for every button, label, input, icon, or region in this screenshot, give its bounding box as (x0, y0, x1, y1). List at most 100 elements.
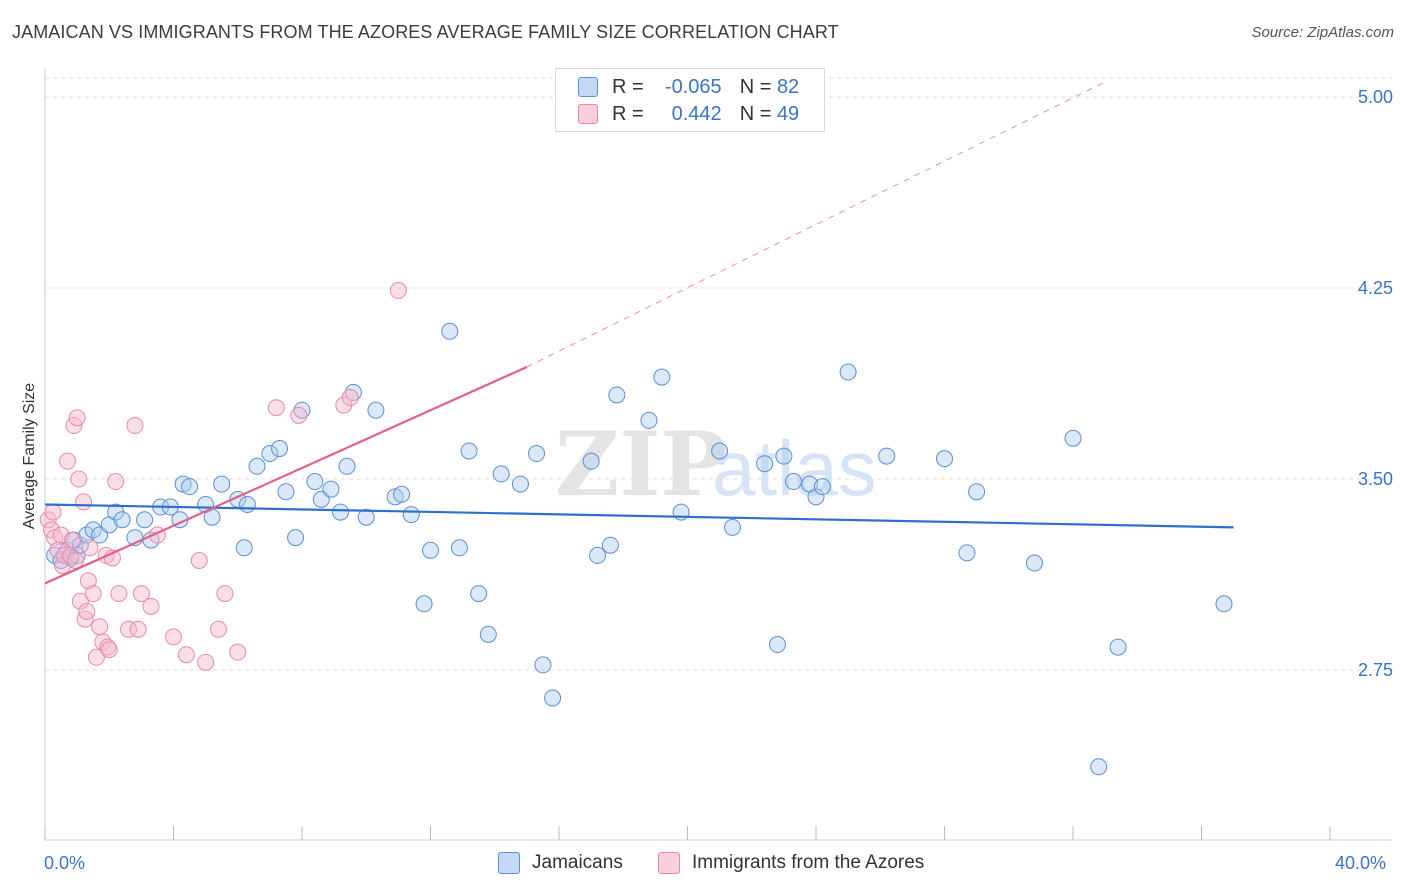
data-point (229, 643, 247, 661)
data-point (470, 585, 488, 603)
data-point (711, 442, 729, 460)
data-point (839, 363, 857, 381)
data-point (1090, 758, 1108, 776)
legend-r-value: -0.065 (664, 75, 722, 98)
data-point (807, 488, 825, 506)
data-point (357, 508, 375, 526)
data-point (332, 503, 350, 521)
data-point (261, 445, 279, 463)
data-point (441, 322, 459, 340)
legend-n-value: 82 (776, 75, 800, 98)
data-point (71, 592, 89, 610)
trend-lines (44, 81, 1234, 585)
correlation-legend: R = -0.065 N = 82 R = 0.442 N = 49 (555, 68, 825, 132)
data-point (393, 485, 411, 503)
legend-row-jamaicans: R = -0.065 N = 82 (578, 74, 799, 100)
data-point (129, 620, 147, 638)
legend-swatch-pink (658, 852, 680, 874)
data-point (181, 478, 199, 496)
legend-item-label: Immigrants from the Azores (692, 852, 925, 873)
data-point (100, 641, 118, 659)
source-label: Source: ZipAtlas.com (1251, 24, 1394, 41)
grid-lines (45, 77, 1392, 671)
data-point (653, 368, 671, 386)
y-tick-label: 5.00 (1358, 87, 1393, 107)
data-point (79, 572, 97, 590)
legend-n-label: N = (739, 75, 777, 98)
data-point (402, 506, 420, 524)
data-point (640, 411, 658, 429)
legend-n-value: 49 (776, 102, 800, 125)
data-point (62, 546, 80, 564)
data-point (216, 585, 234, 603)
data-point (99, 638, 117, 656)
data-point (84, 585, 102, 603)
data-point (142, 597, 160, 615)
legend-row-azores: R = 0.442 N = 49 (578, 101, 799, 127)
data-point (341, 389, 359, 407)
data-point (165, 628, 182, 646)
y-tick-labels: 2.75 3.50 4.25 5.00 (1358, 87, 1393, 680)
data-point (1064, 429, 1082, 447)
data-point (63, 531, 81, 549)
data-point (756, 455, 774, 473)
data-point (271, 439, 289, 457)
data-point (582, 452, 600, 470)
x-tick-max: 40.0% (1335, 853, 1387, 873)
data-point (878, 447, 896, 465)
data-point (91, 618, 109, 636)
data-point (110, 585, 128, 603)
data-point (132, 585, 150, 603)
y-axis-label: Average Family Size (21, 383, 38, 530)
data-point (1025, 554, 1043, 572)
series-azores (39, 282, 407, 671)
data-point (177, 646, 195, 664)
data-point (479, 625, 497, 643)
data-point (75, 493, 93, 511)
legend-item-jamaicans: Jamaicans (498, 852, 623, 874)
legend-item-azores: Immigrants from the Azores (658, 852, 924, 874)
data-point (544, 689, 562, 707)
data-point (322, 480, 340, 498)
legend-swatch-blue (498, 852, 520, 874)
data-point (70, 470, 88, 488)
data-point (1109, 638, 1127, 656)
data-point (813, 478, 831, 496)
data-point (344, 383, 362, 401)
data-point (81, 539, 99, 557)
legend-item-label: Jamaicans (532, 852, 623, 873)
legend-r-label: R = (612, 102, 644, 125)
legend-n-label: N = (739, 102, 777, 125)
trend-line-jamaicans (44, 503, 1234, 529)
watermark-zip: ZIP (555, 412, 727, 516)
watermark-atlas: atlas (712, 424, 877, 512)
data-point (293, 401, 311, 419)
data-point (68, 409, 86, 427)
data-point (52, 526, 70, 544)
data-point (213, 475, 231, 493)
data-point (338, 457, 356, 475)
data-point (267, 399, 285, 417)
data-point (450, 539, 468, 557)
y-tick-label: 3.50 (1358, 469, 1393, 489)
axes (44, 68, 1392, 841)
data-point (55, 546, 73, 564)
data-point (277, 483, 295, 501)
data-point (534, 656, 552, 674)
data-point (136, 511, 154, 529)
data-point (248, 457, 266, 475)
legend-swatch-blue (578, 77, 598, 97)
data-point (44, 503, 62, 521)
data-point (197, 653, 215, 671)
data-point (126, 417, 144, 435)
data-point (785, 473, 803, 491)
data-point (235, 539, 253, 557)
data-point (367, 401, 385, 419)
data-point (415, 595, 433, 613)
y-tick-label: 4.25 (1358, 278, 1393, 298)
data-point (113, 511, 131, 529)
data-point (389, 282, 407, 300)
data-point (768, 636, 786, 654)
data-point (67, 551, 85, 569)
